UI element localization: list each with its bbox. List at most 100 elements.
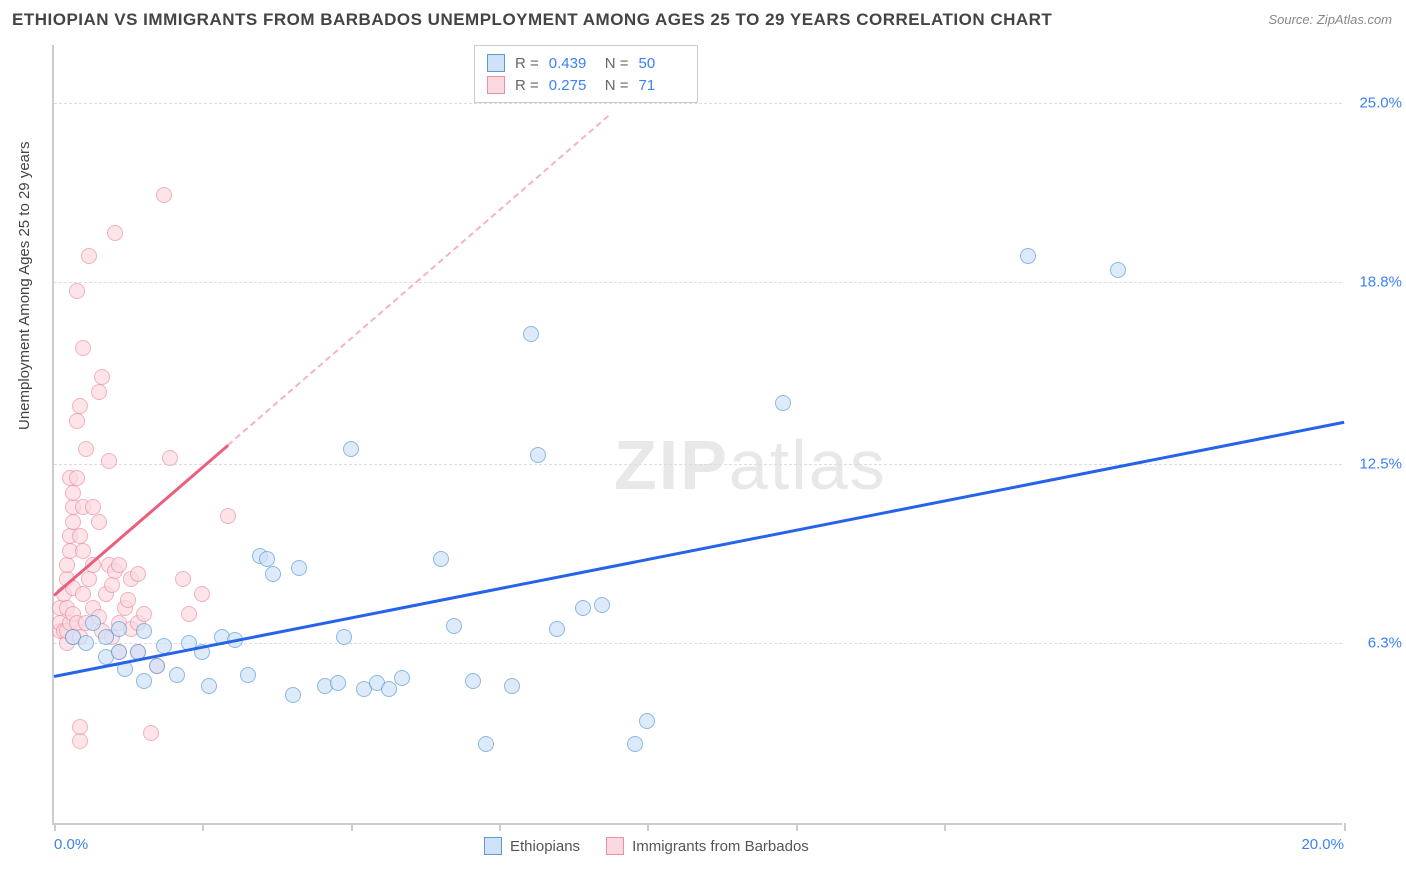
data-point-ethiopians: [523, 326, 539, 342]
data-point-barbados: [81, 571, 97, 587]
x-tick: [499, 823, 501, 831]
swatch-pink: [606, 837, 624, 855]
swatch-blue: [484, 837, 502, 855]
data-point-ethiopians: [1020, 248, 1036, 264]
legend-item-barbados: Immigrants from Barbados: [606, 837, 809, 855]
data-point-ethiopians: [201, 678, 217, 694]
data-point-barbados: [94, 369, 110, 385]
x-tick: [351, 823, 353, 831]
data-point-ethiopians: [394, 670, 410, 686]
correlation-legend: R = 0.439 N = 50 R = 0.275 N = 71: [474, 45, 698, 103]
data-point-ethiopians: [240, 667, 256, 683]
data-point-barbados: [59, 557, 75, 573]
legend-label: Immigrants from Barbados: [632, 838, 809, 855]
data-point-barbados: [111, 557, 127, 573]
data-point-ethiopians: [775, 395, 791, 411]
data-point-barbados: [72, 719, 88, 735]
data-point-barbados: [72, 528, 88, 544]
y-tick-label: 12.5%: [1359, 455, 1402, 472]
data-point-ethiopians: [504, 678, 520, 694]
data-point-barbados: [143, 725, 159, 741]
data-point-barbados: [78, 441, 94, 457]
data-point-barbados: [101, 453, 117, 469]
data-point-ethiopians: [78, 635, 94, 651]
y-axis-label: Unemployment Among Ages 25 to 29 years: [16, 141, 33, 430]
data-point-ethiopians: [285, 687, 301, 703]
swatch-blue: [487, 54, 505, 72]
data-point-barbados: [220, 508, 236, 524]
data-point-ethiopians: [446, 618, 462, 634]
gridline-h: [54, 282, 1342, 283]
data-point-barbados: [69, 470, 85, 486]
r-value: 0.275: [549, 77, 595, 94]
data-point-ethiopians: [575, 600, 591, 616]
n-value: 50: [639, 55, 685, 72]
r-label: R =: [515, 55, 539, 72]
data-point-ethiopians: [111, 644, 127, 660]
data-point-barbados: [175, 571, 191, 587]
x-tick: [647, 823, 649, 831]
data-point-ethiopians: [85, 615, 101, 631]
data-point-barbados: [69, 283, 85, 299]
data-point-barbados: [162, 450, 178, 466]
data-point-barbados: [81, 248, 97, 264]
legend-row-ethiopians: R = 0.439 N = 50: [487, 52, 685, 74]
r-value: 0.439: [549, 55, 595, 72]
data-point-ethiopians: [433, 551, 449, 567]
n-label: N =: [605, 77, 629, 94]
watermark: ZIPatlas: [614, 425, 887, 505]
data-point-barbados: [75, 543, 91, 559]
data-point-ethiopians: [478, 736, 494, 752]
data-point-barbados: [120, 592, 136, 608]
trend-line-dashed: [227, 115, 609, 446]
x-tick-label: 0.0%: [54, 836, 88, 853]
data-point-barbados: [69, 413, 85, 429]
data-point-ethiopians: [265, 566, 281, 582]
legend-label: Ethiopians: [510, 838, 580, 855]
data-point-ethiopians: [639, 713, 655, 729]
x-tick-label: 20.0%: [1301, 836, 1344, 853]
data-point-ethiopians: [594, 597, 610, 613]
data-point-barbados: [75, 586, 91, 602]
x-tick: [796, 823, 798, 831]
data-point-ethiopians: [1110, 262, 1126, 278]
legend-item-ethiopians: Ethiopians: [484, 837, 580, 855]
scatter-chart: ZIPatlas R = 0.439 N = 50 R = 0.275 N = …: [52, 45, 1342, 825]
chart-title: ETHIOPIAN VS IMMIGRANTS FROM BARBADOS UN…: [12, 10, 1052, 30]
data-point-barbados: [65, 485, 81, 501]
data-point-barbados: [91, 514, 107, 530]
r-label: R =: [515, 77, 539, 94]
watermark-bold: ZIP: [614, 426, 729, 504]
data-point-ethiopians: [136, 623, 152, 639]
legend-row-barbados: R = 0.275 N = 71: [487, 74, 685, 96]
data-point-barbados: [72, 398, 88, 414]
watermark-light: atlas: [729, 426, 887, 504]
series-legend: Ethiopians Immigrants from Barbados: [484, 837, 809, 855]
data-point-ethiopians: [381, 681, 397, 697]
gridline-h: [54, 643, 1342, 644]
data-point-barbados: [130, 566, 146, 582]
data-point-ethiopians: [336, 629, 352, 645]
data-point-ethiopians: [530, 447, 546, 463]
data-point-ethiopians: [111, 621, 127, 637]
data-point-ethiopians: [169, 667, 185, 683]
data-point-barbados: [107, 225, 123, 241]
y-tick-label: 18.8%: [1359, 273, 1402, 290]
data-point-ethiopians: [149, 658, 165, 674]
x-tick: [202, 823, 204, 831]
data-point-ethiopians: [627, 736, 643, 752]
x-tick: [54, 823, 56, 831]
data-point-barbados: [72, 733, 88, 749]
n-label: N =: [605, 55, 629, 72]
data-point-barbados: [181, 606, 197, 622]
x-tick: [944, 823, 946, 831]
data-point-barbados: [104, 577, 120, 593]
data-point-ethiopians: [330, 675, 346, 691]
data-point-ethiopians: [136, 673, 152, 689]
x-tick: [1344, 823, 1346, 831]
swatch-pink: [487, 76, 505, 94]
data-point-barbados: [194, 586, 210, 602]
y-tick-label: 25.0%: [1359, 94, 1402, 111]
data-point-barbados: [91, 384, 107, 400]
data-point-barbados: [136, 606, 152, 622]
